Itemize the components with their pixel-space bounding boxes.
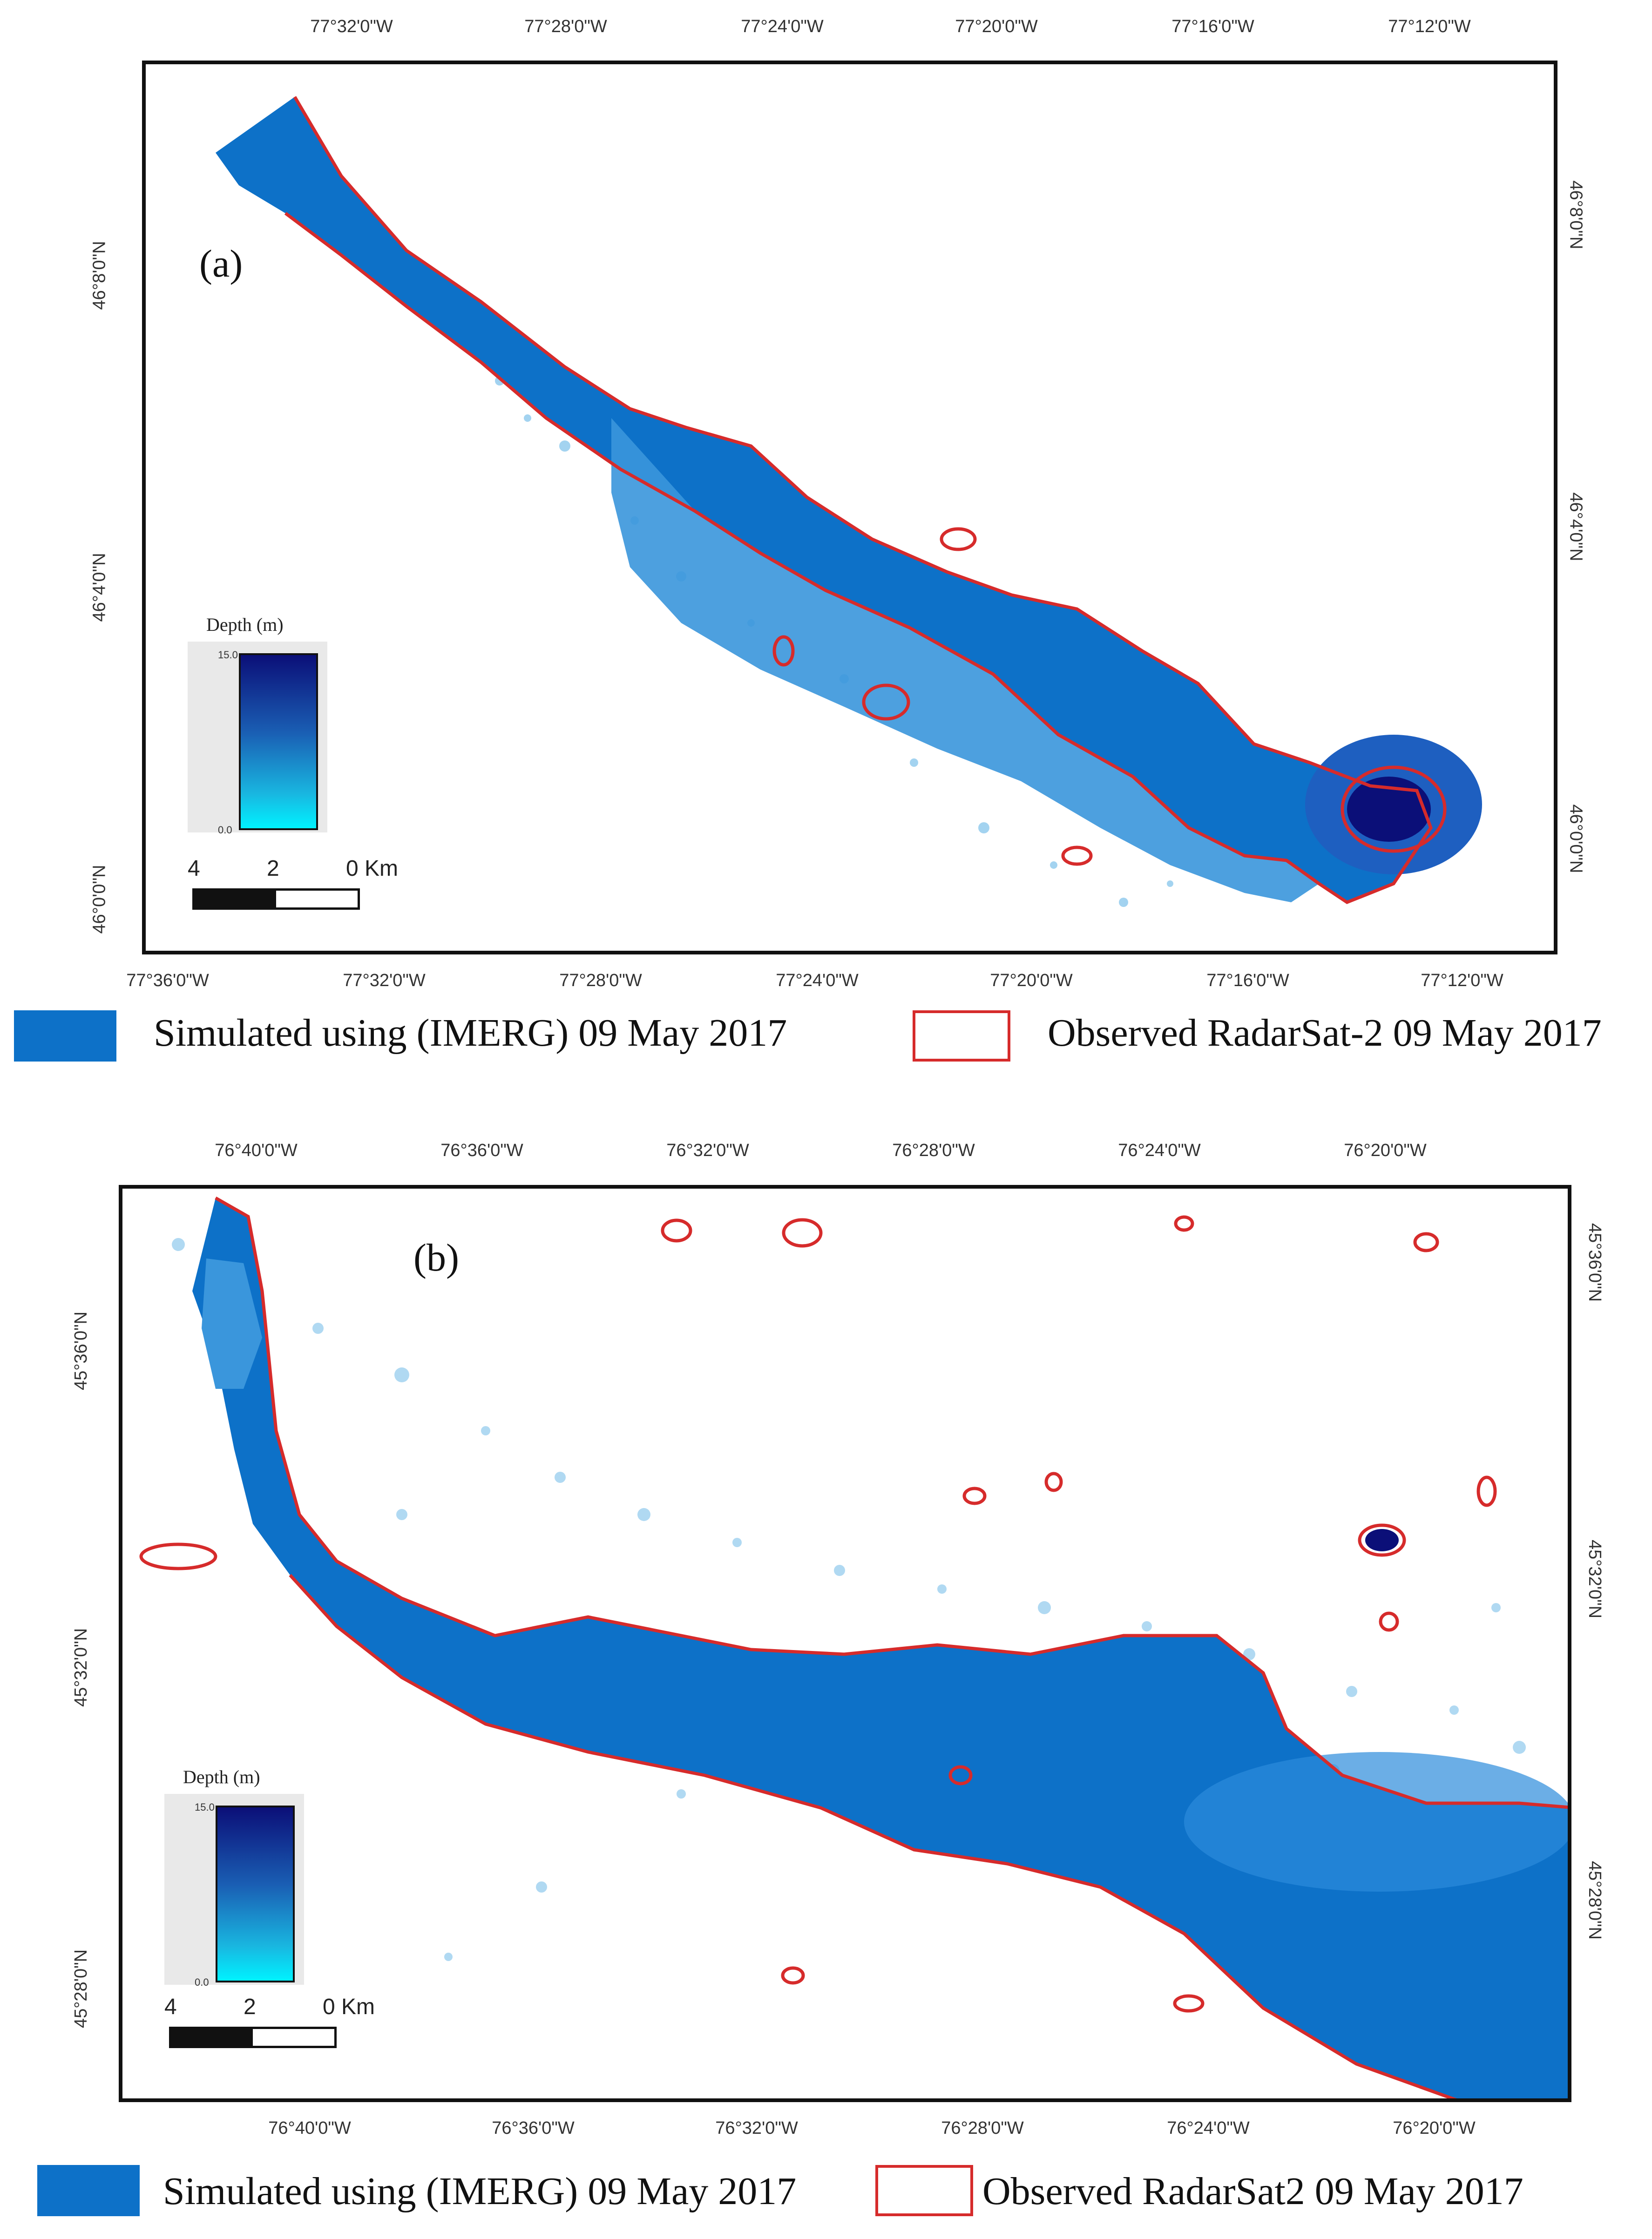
map-frame-b: (b) Depth (m) 15.0 0.0 4 2 0 Km <box>119 1185 1571 2102</box>
depth-legend-title-b: Depth (m) <box>183 1766 260 1787</box>
top-tick-b-2: 76°32'0"W <box>666 1141 749 1160</box>
top-tick-b-4: 76°24'0"W <box>1118 1141 1201 1160</box>
legend-observed-swatch-b <box>875 2165 973 2216</box>
top-tick-b-0: 76°40'0"W <box>215 1141 298 1160</box>
observed-outlines-b <box>139 1196 1568 2098</box>
left-tick-a-2: 46°0'0"N <box>89 865 109 934</box>
legend-observed-text-b: Observed RadarSat2 09 May 2017 <box>982 2170 1523 2213</box>
right-tick-a-2: 46°0'0"N <box>1566 804 1586 873</box>
right-tick-b-1: 45°32'0"N <box>1585 1539 1605 1619</box>
depth-color-ramp-b <box>216 1806 295 1982</box>
scale-bar-b: 4 2 0 Km <box>164 1994 406 2055</box>
deep-pool-b <box>1365 1529 1399 1551</box>
scale-label-b-0: 4 <box>164 1995 177 2019</box>
left-tick-a-0: 46°8'0"N <box>89 241 109 310</box>
legend-observed-text-a: Observed RadarSat-2 09 May 2017 <box>1048 1011 1602 1055</box>
top-tick-a-0: 77°32'0"W <box>310 17 393 36</box>
bottom-tick-a-3: 77°24'0"W <box>776 971 859 990</box>
panel-label-a: (a) <box>199 242 243 285</box>
right-tick-b-2: 45°28'0"N <box>1585 1860 1605 1940</box>
legend-observed-swatch-a <box>913 1010 1010 1062</box>
scale-label-a-2: 0 Km <box>346 856 399 881</box>
legend-simulated-text-b: Simulated using (IMERG) 09 May 2017 <box>163 2170 797 2213</box>
top-tick-a-4: 77°16'0"W <box>1171 17 1254 36</box>
scale-bar-black-a <box>192 888 276 910</box>
scale-bar-black-b <box>169 2027 253 2048</box>
bottom-tick-b-4: 76°24'0"W <box>1167 2118 1250 2138</box>
river-channel-a <box>216 97 1431 902</box>
flood-map-b <box>139 1196 1568 2098</box>
depth-legend-max-b: 15.0 <box>195 1801 215 1813</box>
left-tick-a-1: 46°4'0"N <box>89 553 109 622</box>
deepest-pool-a <box>1347 777 1431 842</box>
legend-simulated-text-a: Simulated using (IMERG) 09 May 2017 <box>154 1011 787 1055</box>
bottom-tick-a-0: 77°36'0"W <box>126 971 209 990</box>
top-tick-a-1: 77°28'0"W <box>524 17 607 36</box>
bottom-tick-b-0: 76°40'0"W <box>268 2118 351 2138</box>
scale-bar-outline-b <box>169 2027 337 2048</box>
flood-map-a <box>216 96 1482 907</box>
left-tick-b-2: 45°28'0"N <box>71 1949 91 2029</box>
right-tick-a-1: 46°4'0"N <box>1566 492 1586 561</box>
legend-simulated-swatch-a <box>14 1010 116 1062</box>
depth-legend-max-a: 15.0 <box>218 649 238 661</box>
panel-label-b: (b) <box>413 1236 459 1279</box>
depth-legend-title-a: Depth (m) <box>206 614 284 635</box>
river-channel-b <box>192 1198 1568 2098</box>
bottom-tick-b-2: 76°32'0"W <box>715 2118 798 2138</box>
scale-bar-outline-a <box>192 888 360 910</box>
scale-label-a-0: 4 <box>188 856 200 881</box>
right-tick-a-0: 46°8'0"N <box>1566 180 1586 250</box>
top-tick-b-5: 76°20'0"W <box>1344 1141 1427 1160</box>
top-tick-a-2: 77°24'0"W <box>741 17 824 36</box>
legend-a: Simulated using (IMERG) 09 May 2017 Obse… <box>14 1006 1644 1066</box>
top-tick-a-3: 77°20'0"W <box>955 17 1038 36</box>
bottom-tick-b-5: 76°20'0"W <box>1393 2118 1476 2138</box>
bottom-tick-a-4: 77°20'0"W <box>990 971 1073 990</box>
left-tick-b-0: 45°36'0"N <box>71 1311 91 1391</box>
map-frame-a: (a) Depth (m) 15.0 0.0 4 2 0 Km <box>142 61 1557 954</box>
scale-label-b-2: 0 Km <box>323 1995 375 2019</box>
legend-b: Simulated using (IMERG) 09 May 2017 Obse… <box>37 2160 1644 2221</box>
top-tick-b-1: 76°36'0"W <box>440 1141 523 1160</box>
right-tick-b-0: 45°36'0"N <box>1585 1223 1605 1302</box>
depth-legend-b: Depth (m) 15.0 0.0 <box>164 1761 313 1988</box>
bottom-tick-a-1: 77°32'0"W <box>343 971 426 990</box>
legend-simulated-swatch-b <box>37 2165 140 2216</box>
depth-legend-min-b: 0.0 <box>195 1976 209 1988</box>
bottom-tick-b-3: 76°28'0"W <box>941 2118 1024 2138</box>
bottom-tick-a-6: 77°12'0"W <box>1421 971 1503 990</box>
top-tick-a-5: 77°12'0"W <box>1388 17 1471 36</box>
bottom-tick-b-1: 76°36'0"W <box>492 2118 575 2138</box>
depth-legend-a: Depth (m) 15.0 0.0 <box>188 609 337 836</box>
wide-section-b <box>1184 1752 1568 1892</box>
bottom-tick-a-2: 77°28'0"W <box>559 971 642 990</box>
left-tick-b-1: 45°32'0"N <box>71 1628 91 1707</box>
upper-lake-b <box>202 1258 262 1389</box>
depth-legend-min-a: 0.0 <box>218 824 232 836</box>
depth-color-ramp-a <box>239 653 318 830</box>
scale-label-b-1: 2 <box>244 1995 256 2019</box>
observed-outlines-a <box>284 96 1447 904</box>
scale-bar-a: 4 2 0 Km <box>188 856 430 916</box>
top-tick-b-3: 76°28'0"W <box>892 1141 975 1160</box>
scale-label-a-1: 2 <box>267 856 279 881</box>
bottom-tick-a-5: 77°16'0"W <box>1206 971 1289 990</box>
